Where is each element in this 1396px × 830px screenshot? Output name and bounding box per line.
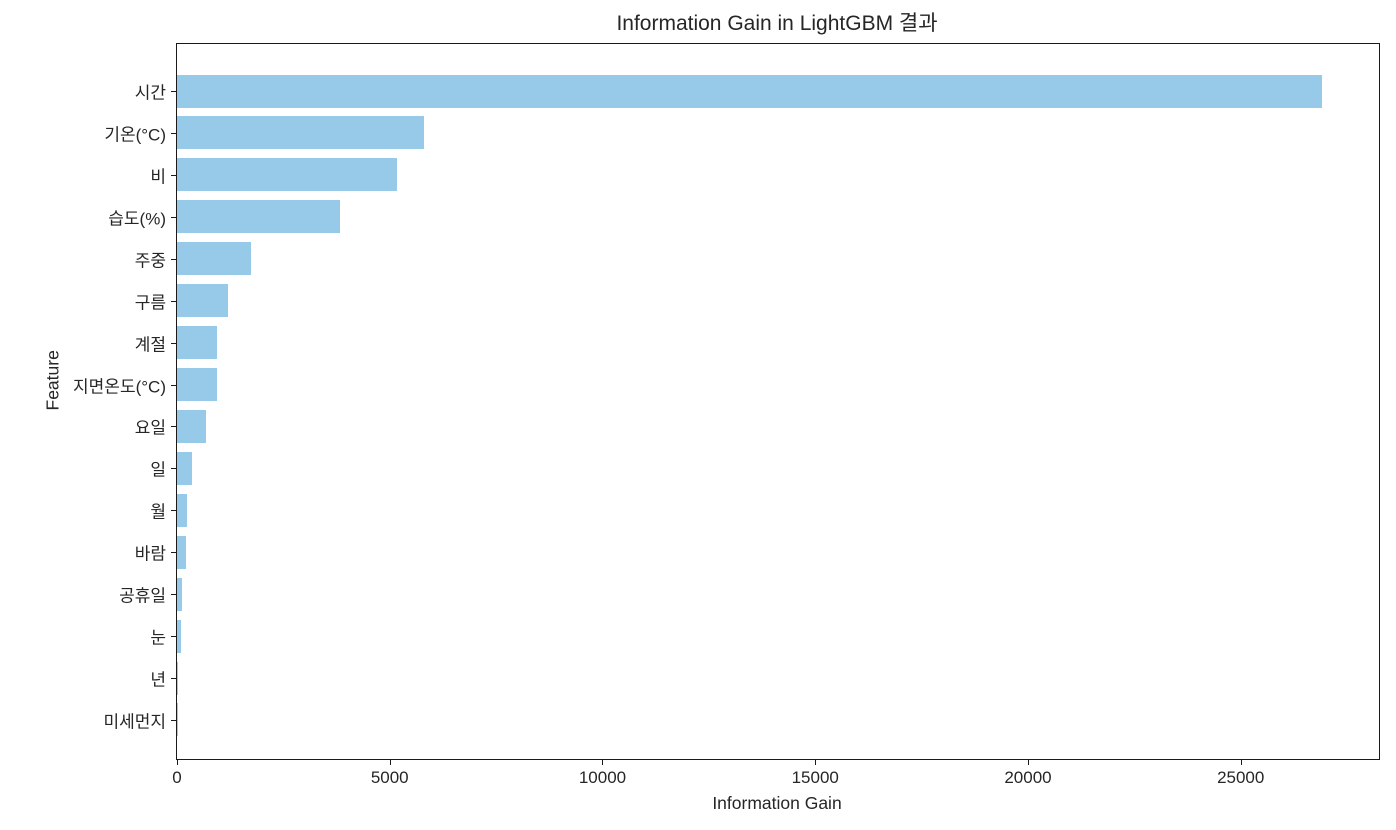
bar (177, 116, 424, 150)
bar (177, 284, 228, 318)
y-axis-tick (171, 91, 177, 92)
y-axis-tick-label: 공휴일 (119, 586, 166, 606)
y-axis-tick-label: 일 (150, 460, 166, 480)
y-axis-tick-label: 바람 (134, 544, 166, 564)
bar (177, 661, 178, 695)
y-axis-tick (171, 426, 177, 428)
bar (177, 451, 193, 485)
y-axis-label: Feature (42, 350, 63, 411)
y-axis-tick (171, 300, 177, 302)
x-axis-tick (389, 759, 391, 765)
bar (177, 242, 251, 276)
x-axis-tick (815, 759, 817, 765)
x-axis-tick-label: 20000 (1004, 768, 1052, 787)
y-axis-tick (171, 719, 177, 721)
y-axis-tick-label: 시간 (134, 83, 166, 103)
y-axis-tick (171, 468, 177, 470)
bar (177, 74, 1322, 108)
bar (177, 493, 187, 527)
x-axis-tick (1240, 759, 1242, 765)
x-axis-tick (1027, 759, 1029, 765)
y-axis-tick-label: 눈 (150, 628, 166, 648)
y-axis-tick-label: 요일 (134, 418, 166, 438)
y-axis-tick-label: 구름 (134, 293, 166, 313)
x-axis-label: Information Gain (712, 793, 842, 813)
bar (177, 200, 340, 234)
x-axis-tick (602, 759, 604, 765)
y-axis-tick-label: 미세먼지 (103, 712, 166, 732)
bar (177, 577, 183, 611)
y-axis-tick (171, 636, 177, 638)
y-axis-tick-label: 습도(%) (108, 209, 166, 229)
x-axis-tick-label: 10000 (578, 768, 627, 787)
y-axis-tick-label: 년 (150, 670, 166, 690)
y-axis-tick-label: 지면온도(°C) (73, 377, 166, 396)
y-axis-tick-label: 월 (150, 502, 166, 522)
y-axis-tick (171, 384, 177, 386)
y-axis-tick (171, 174, 177, 176)
y-axis-tick (171, 552, 177, 554)
y-axis-tick-label: 기온(°C) (104, 125, 166, 145)
y-axis-tick (171, 342, 177, 344)
bar (177, 368, 217, 401)
y-axis-tick-label: 주중 (134, 251, 166, 271)
y-axis-tick-label: 계절 (134, 335, 166, 355)
x-axis-tick-label: 15000 (791, 768, 839, 787)
y-axis-tick (171, 678, 177, 680)
bar (177, 326, 218, 360)
y-axis-tick-label: 비 (150, 167, 166, 187)
bar (177, 158, 398, 192)
x-axis-tick-label: 0 (172, 768, 182, 787)
bar (177, 619, 182, 653)
y-axis-tick (171, 594, 177, 596)
chart-title: Information Gain in LightGBM 결과 (616, 12, 938, 35)
x-axis-tick (177, 759, 178, 765)
y-axis-tick (171, 258, 177, 260)
bar (177, 409, 206, 443)
y-axis-tick (171, 132, 177, 134)
y-axis-tick (171, 216, 177, 218)
y-axis-tick (171, 510, 177, 512)
bar (177, 535, 186, 569)
x-axis-tick-label: 25000 (1217, 768, 1265, 787)
x-axis-tick-label: 5000 (370, 768, 409, 787)
